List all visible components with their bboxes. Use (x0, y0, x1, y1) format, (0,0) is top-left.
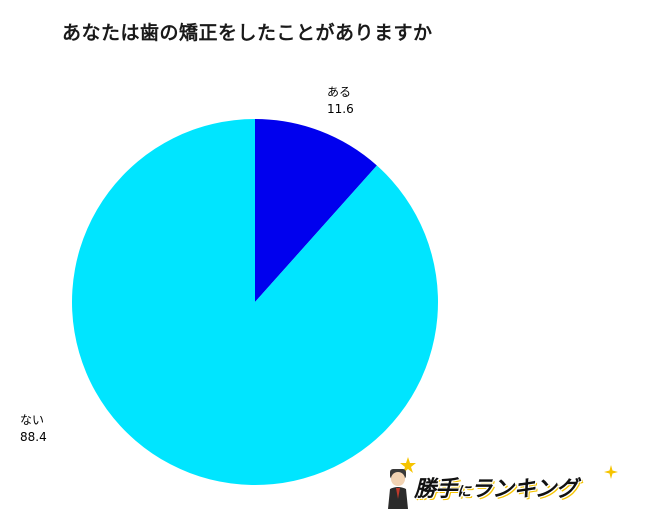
mascot-icon (388, 457, 416, 509)
slice-label-aru-value: 11.6 (327, 102, 354, 116)
pie-slice-0 (255, 119, 377, 302)
slice-label-aru: ある 11.6 (327, 84, 354, 118)
logo-text: 勝手にランキング (414, 477, 578, 502)
brand-logo: 勝手にランキング (384, 455, 624, 509)
sparkle-icon (604, 465, 618, 479)
chart-title: あなたは歯の矯正をしたことがありますか (62, 22, 433, 44)
slice-label-aru-name: ある (327, 85, 352, 99)
pie-slice-1 (71, 119, 438, 485)
slice-label-nai-name: ない (20, 413, 45, 427)
slice-label-nai: ない 88.4 (20, 412, 47, 446)
slice-label-nai-value: 88.4 (20, 430, 47, 444)
